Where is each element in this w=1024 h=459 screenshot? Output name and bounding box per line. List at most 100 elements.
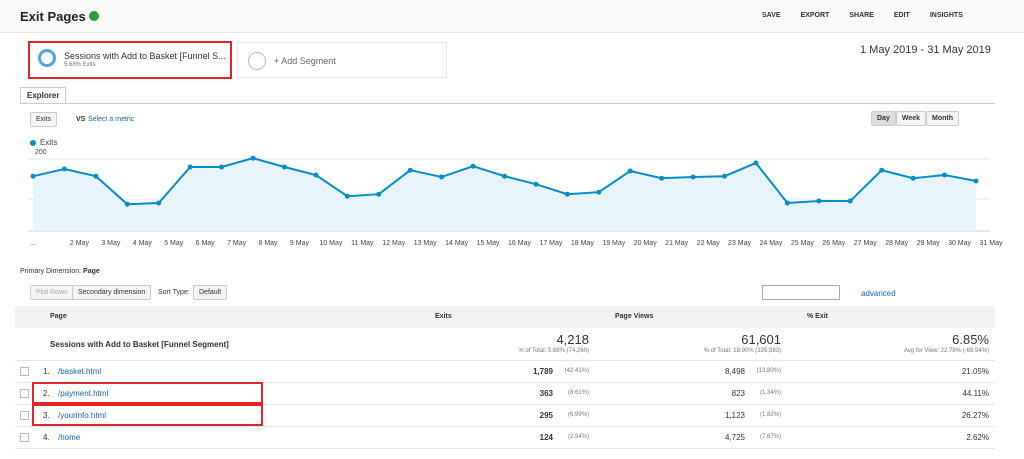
x-tick-label: 4 May bbox=[133, 240, 153, 247]
exit-rate: 21.05% bbox=[961, 367, 989, 376]
add-segment[interactable]: + Add Segment bbox=[274, 56, 336, 66]
primary-dimension-label: Primary Dimension: bbox=[20, 268, 82, 275]
x-tick-label: 28 May bbox=[885, 240, 908, 247]
granularity-button[interactable]: Month bbox=[926, 111, 960, 126]
action[interactable]: SAVE bbox=[762, 12, 781, 19]
point bbox=[93, 173, 99, 179]
exit-rate: 26.27% bbox=[961, 411, 989, 420]
summary-note: % of Total: 18.90% (325,983) bbox=[703, 348, 781, 354]
point bbox=[439, 174, 445, 180]
point bbox=[124, 201, 130, 207]
date-range[interactable]: 1 May 2019 - 31 May 2019 bbox=[860, 44, 991, 56]
exits-share: (6.99%) bbox=[567, 412, 589, 418]
point bbox=[470, 163, 476, 169]
exits-share: (42.41%) bbox=[564, 368, 589, 374]
point bbox=[30, 173, 36, 179]
highlight-box bbox=[32, 382, 263, 404]
checkbox[interactable] bbox=[20, 411, 29, 420]
row-index: 4. bbox=[43, 433, 50, 442]
x-tick-label: 17 May bbox=[539, 240, 562, 247]
exit-rate: 44.11% bbox=[962, 389, 989, 398]
action[interactable]: INSIGHTS bbox=[929, 12, 963, 19]
page-views-share: (7.67%) bbox=[759, 434, 781, 440]
granularity-button[interactable]: Day bbox=[871, 111, 896, 126]
exit-rate: 2.62% bbox=[966, 433, 989, 442]
page-link[interactable]: /payment.html bbox=[58, 389, 109, 398]
exits-value: 295 bbox=[539, 411, 553, 420]
primary-dimension: Primary Dimension: Page bbox=[20, 268, 100, 275]
exits-value: 1,789 bbox=[532, 367, 553, 376]
summary-note: Avg for View: 22.78% (-69.94%) bbox=[903, 348, 989, 354]
secondary-dimension[interactable]: Secondary dimension bbox=[72, 285, 152, 300]
page-link[interactable]: /home bbox=[58, 433, 81, 442]
highlight-box bbox=[28, 41, 232, 79]
x-tick-label: 9 May bbox=[290, 240, 310, 247]
x-tick-label: 2 May bbox=[70, 240, 90, 247]
area bbox=[33, 158, 976, 231]
action[interactable]: EDIT bbox=[893, 12, 910, 19]
x-tick-label: ... bbox=[30, 240, 36, 247]
point bbox=[753, 160, 759, 166]
point bbox=[376, 191, 382, 197]
checkbox[interactable] bbox=[20, 367, 29, 376]
y-tick-label: 200 bbox=[35, 149, 47, 156]
x-tick-label: 13 May bbox=[414, 240, 437, 247]
point bbox=[502, 173, 507, 179]
point bbox=[533, 181, 539, 187]
point bbox=[344, 193, 350, 199]
page-link[interactable]: /yourinfo.html bbox=[58, 411, 107, 420]
summary-value: 6.85% bbox=[952, 332, 989, 347]
x-tick-label: 7 May bbox=[227, 240, 247, 247]
exits-share: (2.94%) bbox=[567, 434, 589, 440]
x-tick-label: 30 May bbox=[948, 240, 971, 247]
point bbox=[784, 200, 790, 206]
row-index: 3. bbox=[43, 411, 50, 420]
segment-name[interactable]: Sessions with Add to Basket [Funnel S... bbox=[64, 51, 226, 61]
point bbox=[187, 164, 193, 170]
sort-select[interactable]: Default bbox=[193, 285, 228, 300]
x-tick-label: 10 May bbox=[319, 240, 342, 247]
add-segment-box bbox=[237, 42, 447, 78]
x-tick-label: 26 May bbox=[822, 240, 845, 247]
x-tick-label: 8 May bbox=[259, 240, 279, 247]
point bbox=[910, 175, 916, 181]
verified-icon bbox=[89, 11, 99, 21]
x-tick-label: 21 May bbox=[665, 240, 688, 247]
table-row: 1. /basket.html (42.41%) 1,789 (13.80%) 8,498… bbox=[15, 361, 995, 383]
row-index: 2. bbox=[43, 389, 50, 398]
table-row: 4. /home (2.94%) 124 (7.67%) 4,725 2.62% bbox=[15, 427, 995, 449]
x-tick-label: 25 May bbox=[791, 240, 814, 247]
point bbox=[816, 198, 822, 204]
search-box[interactable] bbox=[762, 285, 840, 300]
plot-rows[interactable]: Plot Rows bbox=[30, 285, 74, 300]
granularity-button[interactable]: Week bbox=[895, 111, 927, 126]
checkbox[interactable] bbox=[20, 389, 29, 398]
x-tick-label: 22 May bbox=[697, 240, 720, 247]
exits-value: 124 bbox=[539, 433, 553, 442]
point bbox=[722, 173, 728, 179]
segment-detail: 5.68% Exits bbox=[64, 62, 96, 68]
point bbox=[313, 172, 319, 178]
tab[interactable]: Explorer bbox=[20, 87, 67, 103]
point bbox=[690, 174, 696, 180]
exits-share: (8.61%) bbox=[567, 390, 589, 396]
x-tick-label: 27 May bbox=[854, 240, 877, 247]
tab-rule bbox=[20, 103, 995, 104]
checkbox[interactable] bbox=[20, 433, 29, 442]
page-link[interactable]: /basket.html bbox=[58, 367, 102, 376]
highlight-box bbox=[32, 404, 263, 426]
advanced-link[interactable]: advanced bbox=[861, 289, 896, 298]
point bbox=[627, 168, 633, 174]
action[interactable]: EXPORT bbox=[800, 12, 830, 19]
point bbox=[219, 164, 225, 170]
page-views-share: (1.34%) bbox=[759, 390, 781, 396]
action[interactable]: SHARE bbox=[849, 12, 874, 19]
page-title: Exit Pages bbox=[20, 9, 86, 24]
header-bar bbox=[0, 0, 1024, 33]
point bbox=[659, 175, 665, 181]
x-tick-label: 11 May bbox=[351, 240, 374, 247]
select-metric[interactable]: Select a metric bbox=[88, 116, 135, 123]
x-tick-label: 20 May bbox=[634, 240, 657, 247]
metric-select[interactable]: Exits bbox=[30, 112, 58, 127]
x-tick-label: 5 May bbox=[164, 240, 184, 247]
